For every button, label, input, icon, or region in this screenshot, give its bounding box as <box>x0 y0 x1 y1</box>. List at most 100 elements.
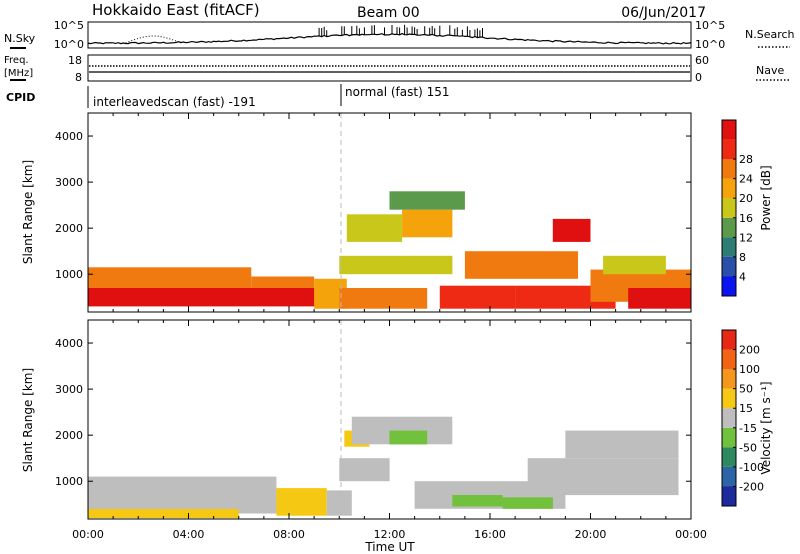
cpid-panel: CPID interleavedscan (fast) -191 normal … <box>6 84 449 109</box>
velocity-colorbar-label: Velocity [m s⁻¹] <box>759 381 773 474</box>
colorbar-swatch <box>722 369 736 389</box>
heatmap-region-4 <box>339 458 390 482</box>
power-colorbar-label: Power [dB] <box>759 165 773 230</box>
colorbar-swatch <box>722 447 736 467</box>
colorbar-tick-label: -200 <box>739 480 764 493</box>
colorbar-swatch <box>722 427 736 448</box>
power-colorbar: 4 8 12 16 20 24 28 <box>721 119 753 297</box>
noise-panel: N.Sky 10^5 10^0 10^5 10^0 N.Search <box>4 19 795 51</box>
date-label: 06/Jun/2017 <box>621 5 706 21</box>
noise-left-tick-bottom: 10^0 <box>54 38 84 51</box>
colorbar-swatch <box>722 120 736 140</box>
heatmap-region-15 <box>628 288 691 309</box>
x-tick-label: 20:00 <box>575 528 607 541</box>
noise-right-tick-bottom: 10^0 <box>695 38 725 51</box>
heatmap-region-2 <box>251 276 315 288</box>
heatmap-region-14 <box>603 255 666 275</box>
colorbar-tick-label: 28 <box>739 153 753 166</box>
x-tick-label: 08:00 <box>273 528 305 541</box>
velocity-colorbar: 200 100 50 15 -15 -50 -100 -200 <box>721 329 764 507</box>
colorbar-tick-label: -15 <box>739 422 757 435</box>
heatmap-region-8 <box>389 191 465 210</box>
y-tick-label: 4000 <box>55 130 83 143</box>
power-heatmap-cells <box>88 191 691 309</box>
heatmap-region-0 <box>88 476 277 514</box>
heatmap-region-6 <box>346 214 403 242</box>
y-tick-label: 1000 <box>55 475 83 488</box>
x-tick-label: 00:00 <box>72 528 104 541</box>
colorbar-swatch <box>722 217 736 238</box>
heatmap-region-10 <box>502 497 553 509</box>
x-tick-label: 04:00 <box>173 528 205 541</box>
colorbar-tick-label: 16 <box>739 212 753 225</box>
velocity-axis: 1000 2000 3000 4000 <box>55 320 692 519</box>
colorbar-tick-label: 15 <box>739 402 753 415</box>
heatmap-region-2 <box>276 488 327 516</box>
power-y-axis-label: Slant Range [km] <box>21 160 35 264</box>
heatmap-region-7 <box>389 430 428 445</box>
noise-search-trace <box>125 35 182 44</box>
colorbar-tick-label: 50 <box>739 383 753 396</box>
y-tick-label: 3000 <box>55 383 83 396</box>
heatmap-region-4 <box>339 288 428 309</box>
heatmap-region-3 <box>326 490 352 516</box>
freq-label-line1: Freq. <box>4 55 29 66</box>
colorbar-tick-label: 4 <box>739 270 746 283</box>
nave-label: Nave <box>756 64 784 77</box>
beam-label: Beam 00 <box>357 5 420 21</box>
colorbar-swatch <box>722 237 736 257</box>
nave-tick-bottom: 0 <box>695 71 702 84</box>
noise-left-tick-top: 10^5 <box>54 19 84 32</box>
y-tick-label: 2000 <box>55 429 83 442</box>
noise-sky-trace <box>87 32 692 45</box>
heatmap-region-1 <box>88 508 239 519</box>
colorbar-tick-label: -50 <box>739 441 757 454</box>
colorbar-tick-label: 200 <box>739 344 760 357</box>
colorbar-swatch <box>722 139 736 160</box>
y-tick-label: 3000 <box>55 176 83 189</box>
colorbar-swatch <box>722 178 736 199</box>
heatmap-region-5 <box>339 255 453 275</box>
noise-right-tick-top: 10^5 <box>695 19 725 32</box>
heatmap-region-11 <box>515 285 616 309</box>
colorbar-tick-label: 8 <box>739 251 746 264</box>
cpid-mode-1: interleavedscan (fast) -191 <box>93 95 256 109</box>
freq-tick-bottom: 8 <box>75 71 82 84</box>
velocity-panel: 1000 2000 3000 4000 <box>55 319 692 520</box>
heatmap-region-11 <box>527 458 679 496</box>
heatmap-region-9 <box>439 285 516 309</box>
y-tick-label: 2000 <box>55 222 83 235</box>
colorbar-swatch <box>722 408 736 428</box>
freq-tick-top: 18 <box>68 54 82 67</box>
velocity-y-axis-label: Slant Range [km] <box>21 368 35 472</box>
colorbar-swatch <box>722 466 736 487</box>
plot-title: Hokkaido East (fitACF) <box>92 1 260 19</box>
cpid-label: CPID <box>6 91 35 104</box>
y-tick-label: 1000 <box>55 268 83 281</box>
colorbar-swatch <box>722 388 736 409</box>
velocity-heatmap-cells <box>88 416 679 519</box>
heatmap-region-1 <box>88 267 252 288</box>
heatmap-region-10 <box>464 251 578 279</box>
power-axis: 1000 2000 3000 4000 <box>55 113 692 312</box>
colorbar-swatch <box>722 159 736 179</box>
heatmap-region-12 <box>552 218 591 242</box>
power-panel: 1000 2000 3000 4000 <box>55 112 692 313</box>
freq-panel: Freq. [MHz] 18 8 60 0 Nave <box>4 54 790 84</box>
colorbar-swatch <box>722 349 736 370</box>
noise-search-label: N.Search <box>745 28 795 41</box>
x-axis-label: Time UT <box>364 540 415 554</box>
x-tick-labels: 00:00 04:00 08:00 12:00 16:00 20:00 00:00 <box>72 528 707 541</box>
freq-label-line2: [MHz] <box>4 68 33 79</box>
x-tick-label: 16:00 <box>474 528 506 541</box>
colorbar-tick-label: -100 <box>739 461 764 474</box>
colorbar-swatch <box>722 256 736 277</box>
colorbar-tick-label: 100 <box>739 363 760 376</box>
colorbar-swatch <box>722 276 736 296</box>
colorbar-swatch <box>722 198 736 218</box>
nave-tick-top: 60 <box>695 54 709 67</box>
y-tick-label: 4000 <box>55 337 83 350</box>
colorbar-tick-label: 24 <box>739 173 753 186</box>
heatmap-region-7 <box>402 209 453 238</box>
